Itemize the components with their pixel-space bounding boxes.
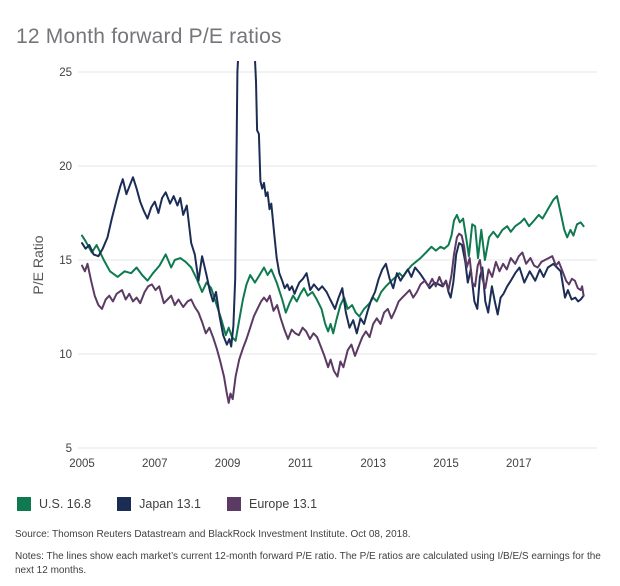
x-tick-label-2011: 2011 [288, 458, 313, 470]
x-tick-label-2005: 2005 [69, 458, 95, 470]
japan-legend-label: Japan 13.1 [139, 497, 201, 511]
y-tick-label-25: 25 [59, 67, 72, 79]
series-line-japan [81, 61, 585, 348]
y-axis-title: P/E Ratio [30, 235, 46, 295]
europe-legend-swatch-icon [226, 497, 241, 511]
legend: U.S. 16.8 Japan 13.1 Europe 13.1 [17, 497, 343, 511]
line-chart: 5 10 15 20 25 2005 2007 2009 2011 2013 2015 2017 [59, 61, 597, 470]
legend-item-us: U.S. 16.8 [17, 497, 91, 511]
series-line-us [81, 195, 585, 342]
y-tick-label-20: 20 [59, 161, 72, 173]
x-tick-label-2007: 2007 [142, 458, 168, 470]
x-tick-label-2017: 2017 [506, 458, 532, 470]
legend-item-europe: Europe 13.1 [226, 497, 318, 511]
x-tick-label-2009: 2009 [215, 458, 241, 470]
japan-legend-swatch-icon [117, 497, 132, 511]
y-tick-label-15: 15 [59, 255, 72, 267]
notes: Notes: The lines show each market’s curr… [15, 551, 601, 576]
y-tick-label-5: 5 [66, 443, 72, 455]
gridlines [78, 71, 597, 449]
x-axis-tick-labels: 2005 2007 2009 2011 2013 2015 2017 [69, 458, 531, 470]
y-axis-tick-labels: 5 10 15 20 25 [59, 67, 72, 455]
series-line-europe [81, 232, 585, 404]
legend-item-japan: Japan 13.1 [117, 497, 201, 511]
y-tick-label-10: 10 [59, 349, 72, 361]
us-legend-label: U.S. 16.8 [39, 497, 92, 511]
page-title: 12 Month forward P/E ratios [16, 25, 282, 48]
x-tick-label-2015: 2015 [433, 458, 459, 470]
us-legend-swatch-icon [17, 497, 31, 511]
europe-legend-label: Europe 13.1 [248, 497, 318, 511]
chart-series [81, 61, 585, 404]
source-note: Source: Thomson Reuters Datastream and B… [15, 529, 411, 540]
x-tick-label-2013: 2013 [360, 458, 386, 470]
